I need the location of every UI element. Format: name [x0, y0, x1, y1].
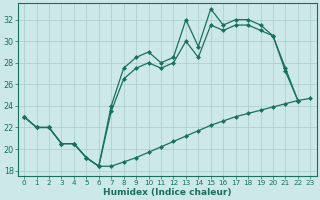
X-axis label: Humidex (Indice chaleur): Humidex (Indice chaleur) — [103, 188, 231, 197]
